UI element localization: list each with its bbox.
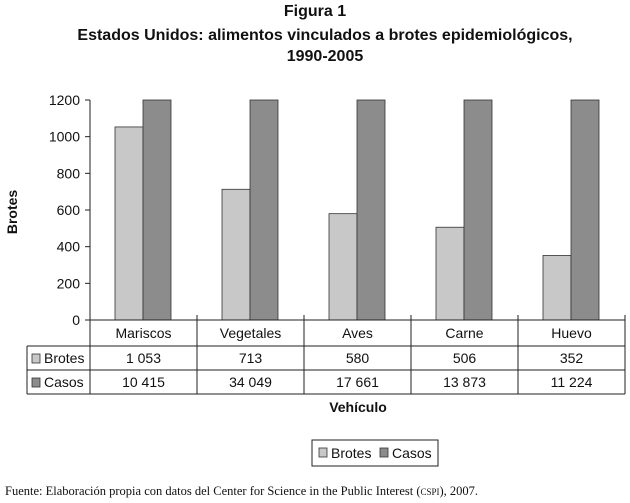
category-label: Vegetales	[220, 325, 282, 341]
source-prefix: Fuente: Elaboración propia con datos del…	[5, 484, 421, 498]
y-axis-title: Brotes	[4, 190, 20, 235]
bar-casos	[463, 99, 493, 321]
y-tick-label: 400	[57, 239, 81, 255]
bar-casos	[356, 99, 386, 321]
chart-title-line-2: 1990-2005	[286, 48, 364, 65]
source-abbreviation: cspi	[420, 484, 440, 498]
y-tick-label: 600	[57, 202, 81, 218]
table-cell-value: 713	[239, 350, 263, 366]
table-cell-value: 580	[346, 350, 370, 366]
bar-brotes	[221, 188, 251, 321]
y-tick-label: 1000	[49, 129, 80, 145]
chart-title: Estados Unidos: alimentos vinculados a b…	[20, 25, 630, 67]
legend-label: Casos	[392, 445, 432, 461]
legend-key-casos	[379, 447, 389, 458]
table-cell-value: 17 661	[336, 374, 379, 390]
y-tick-label: 0	[72, 312, 80, 328]
bar-brotes	[435, 226, 465, 321]
table-legend-key-casos	[31, 377, 41, 388]
bar-casos	[249, 99, 279, 321]
table-cell-value: 34 049	[229, 374, 272, 390]
table-cell-value: 10 415	[122, 374, 165, 390]
category-label: Carne	[445, 325, 483, 341]
y-tick-label: 800	[57, 165, 81, 181]
bar-brotes	[328, 213, 358, 321]
bar-chart: 0 200 400 600 800 1000 1200 Brotes Mariscos Veget…	[4, 92, 626, 467]
bar-brotes	[114, 126, 144, 321]
table-legend-key-brotes	[31, 353, 41, 364]
table-cell-value: 506	[453, 350, 477, 366]
bar-brotes	[542, 255, 572, 321]
y-tick-label: 200	[57, 275, 81, 291]
table-series-label: Casos	[44, 374, 84, 390]
legend-key-brotes	[318, 447, 328, 458]
table-cell-value: 352	[560, 350, 584, 366]
category-label: Aves	[342, 325, 373, 341]
bar-casos	[142, 99, 172, 321]
table-cell-value: 11 224	[551, 374, 593, 390]
y-tick-label: 1200	[49, 92, 80, 108]
legend-label: Brotes	[331, 445, 371, 461]
table-cell-value: 13 873	[443, 374, 486, 390]
table-series-label: Brotes	[44, 350, 84, 366]
chart-title-line-1: Estados Unidos: alimentos vinculados a b…	[77, 27, 573, 44]
table-cell-value: 1 053	[126, 350, 161, 366]
figure-label: Figura 1	[283, 3, 347, 20]
category-label: Mariscos	[115, 325, 171, 341]
source-note: Fuente: Elaboración propia con datos del…	[5, 484, 478, 499]
bar-casos	[570, 99, 600, 321]
legend-box	[311, 439, 439, 467]
x-axis-title: Vehículo	[329, 399, 387, 415]
category-label: Huevo	[551, 325, 592, 341]
source-suffix: ), 2007.	[439, 484, 479, 498]
